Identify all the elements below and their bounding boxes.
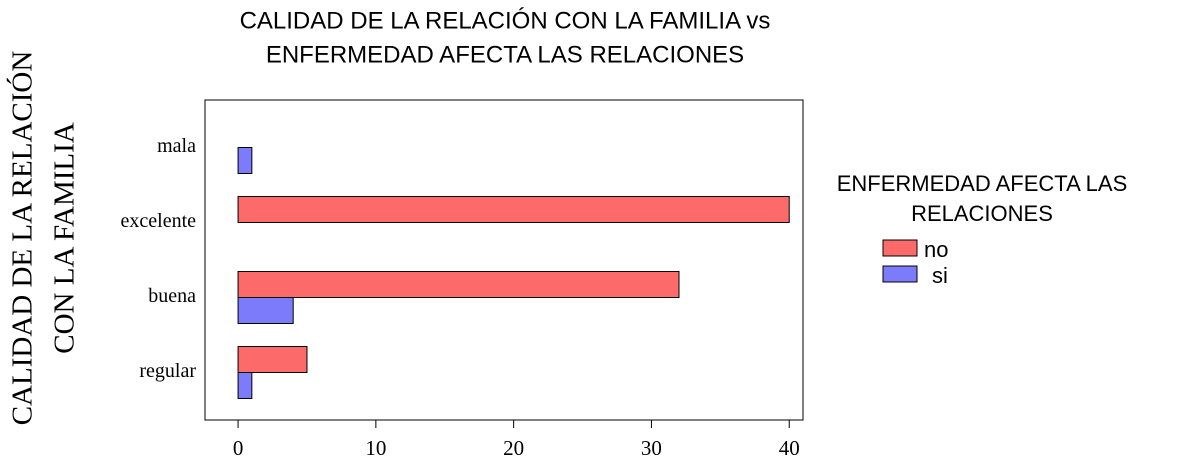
y-axis-label: CALIDAD DE LA RELACIÓN (6, 51, 39, 426)
legend-title: ENFERMEDAD AFECTA LAS (837, 171, 1128, 196)
legend-label: no (924, 237, 948, 262)
y-tick-label: buena (148, 285, 196, 307)
bar (237, 372, 253, 399)
x-tick-label: 30 (641, 436, 662, 460)
legend-title: RELACIONES (911, 201, 1053, 226)
plot-frame (204, 99, 804, 421)
y-axis-label: CON LA FAMILIA (49, 122, 81, 354)
x-tick-label: 0 (233, 436, 244, 460)
y-tick-label: excelente (121, 210, 197, 232)
bar (237, 297, 294, 324)
legend-swatch (882, 239, 918, 257)
bar (237, 271, 680, 298)
bar (237, 196, 790, 223)
bar (237, 346, 308, 373)
x-tick-label: 40 (779, 436, 800, 460)
x-tick-label: 20 (503, 436, 524, 460)
y-tick-label: regular (139, 360, 196, 382)
chart-title: ENFERMEDAD AFECTA LAS RELACIONES (266, 41, 744, 68)
y-tick-label: mala (157, 135, 196, 157)
x-tick-label: 10 (365, 436, 386, 460)
bar (237, 147, 253, 174)
legend-label: si (932, 263, 948, 288)
chart-title: CALIDAD DE LA RELACIÓN CON LA FAMILIA vs (240, 7, 771, 34)
legend-swatch (882, 265, 918, 283)
